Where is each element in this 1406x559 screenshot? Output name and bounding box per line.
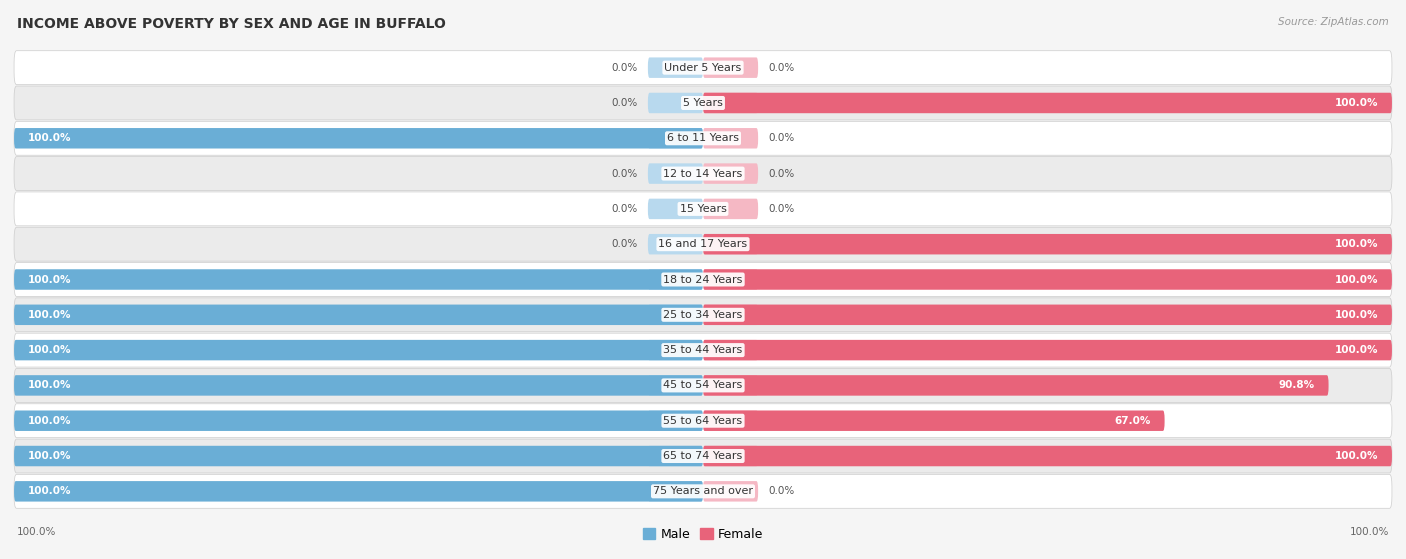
- FancyBboxPatch shape: [14, 340, 703, 361]
- Text: 100.0%: 100.0%: [28, 416, 72, 426]
- FancyBboxPatch shape: [703, 234, 1392, 254]
- FancyBboxPatch shape: [703, 340, 1392, 361]
- Text: 16 and 17 Years: 16 and 17 Years: [658, 239, 748, 249]
- FancyBboxPatch shape: [14, 192, 1392, 226]
- FancyBboxPatch shape: [648, 234, 703, 254]
- Text: 5 Years: 5 Years: [683, 98, 723, 108]
- FancyBboxPatch shape: [14, 375, 703, 396]
- FancyBboxPatch shape: [703, 446, 1392, 466]
- FancyBboxPatch shape: [703, 128, 758, 149]
- Text: 25 to 34 Years: 25 to 34 Years: [664, 310, 742, 320]
- FancyBboxPatch shape: [648, 58, 703, 78]
- FancyBboxPatch shape: [14, 475, 1392, 508]
- FancyBboxPatch shape: [14, 481, 703, 501]
- FancyBboxPatch shape: [648, 163, 703, 184]
- Text: 67.0%: 67.0%: [1115, 416, 1152, 426]
- FancyBboxPatch shape: [703, 163, 758, 184]
- FancyBboxPatch shape: [14, 263, 1392, 296]
- FancyBboxPatch shape: [703, 93, 1392, 113]
- FancyBboxPatch shape: [703, 234, 758, 254]
- Text: 0.0%: 0.0%: [769, 486, 794, 496]
- Text: Source: ZipAtlas.com: Source: ZipAtlas.com: [1278, 17, 1389, 27]
- FancyBboxPatch shape: [703, 93, 758, 113]
- FancyBboxPatch shape: [14, 305, 703, 325]
- FancyBboxPatch shape: [14, 86, 1392, 120]
- Text: 100.0%: 100.0%: [28, 274, 72, 285]
- Text: 100.0%: 100.0%: [28, 451, 72, 461]
- FancyBboxPatch shape: [14, 51, 1392, 84]
- FancyBboxPatch shape: [14, 410, 703, 431]
- Text: 100.0%: 100.0%: [28, 486, 72, 496]
- Text: 100.0%: 100.0%: [1334, 310, 1378, 320]
- Text: 100.0%: 100.0%: [1334, 239, 1378, 249]
- Text: 0.0%: 0.0%: [612, 169, 637, 178]
- FancyBboxPatch shape: [703, 269, 1392, 290]
- FancyBboxPatch shape: [14, 121, 1392, 155]
- Text: 0.0%: 0.0%: [612, 63, 637, 73]
- FancyBboxPatch shape: [703, 446, 758, 466]
- FancyBboxPatch shape: [14, 439, 1392, 473]
- Text: 65 to 74 Years: 65 to 74 Years: [664, 451, 742, 461]
- Text: 45 to 54 Years: 45 to 54 Years: [664, 381, 742, 390]
- Text: 18 to 24 Years: 18 to 24 Years: [664, 274, 742, 285]
- FancyBboxPatch shape: [14, 404, 1392, 438]
- Text: 90.8%: 90.8%: [1278, 381, 1315, 390]
- FancyBboxPatch shape: [648, 198, 703, 219]
- FancyBboxPatch shape: [703, 481, 758, 501]
- Text: 100.0%: 100.0%: [28, 133, 72, 143]
- FancyBboxPatch shape: [648, 93, 703, 113]
- FancyBboxPatch shape: [14, 368, 1392, 402]
- FancyBboxPatch shape: [703, 340, 758, 361]
- FancyBboxPatch shape: [703, 305, 1392, 325]
- Text: 0.0%: 0.0%: [769, 204, 794, 214]
- Text: 0.0%: 0.0%: [612, 204, 637, 214]
- FancyBboxPatch shape: [14, 269, 703, 290]
- Text: 0.0%: 0.0%: [612, 239, 637, 249]
- Text: 0.0%: 0.0%: [769, 63, 794, 73]
- Text: 100.0%: 100.0%: [17, 527, 56, 537]
- FancyBboxPatch shape: [703, 58, 758, 78]
- Text: 0.0%: 0.0%: [612, 98, 637, 108]
- FancyBboxPatch shape: [703, 410, 1164, 431]
- FancyBboxPatch shape: [648, 269, 703, 290]
- Text: 12 to 14 Years: 12 to 14 Years: [664, 169, 742, 178]
- FancyBboxPatch shape: [648, 446, 703, 466]
- Text: 15 Years: 15 Years: [679, 204, 727, 214]
- FancyBboxPatch shape: [648, 481, 703, 501]
- FancyBboxPatch shape: [703, 305, 758, 325]
- Text: 0.0%: 0.0%: [769, 169, 794, 178]
- Legend: Male, Female: Male, Female: [643, 528, 763, 541]
- FancyBboxPatch shape: [14, 157, 1392, 191]
- FancyBboxPatch shape: [648, 340, 703, 361]
- Text: 100.0%: 100.0%: [1334, 451, 1378, 461]
- FancyBboxPatch shape: [14, 446, 703, 466]
- Text: 55 to 64 Years: 55 to 64 Years: [664, 416, 742, 426]
- FancyBboxPatch shape: [648, 375, 703, 396]
- Text: 100.0%: 100.0%: [28, 310, 72, 320]
- FancyBboxPatch shape: [14, 128, 703, 149]
- Text: 100.0%: 100.0%: [28, 381, 72, 390]
- Text: 100.0%: 100.0%: [28, 345, 72, 355]
- Text: 35 to 44 Years: 35 to 44 Years: [664, 345, 742, 355]
- FancyBboxPatch shape: [14, 333, 1392, 367]
- Text: 100.0%: 100.0%: [1350, 527, 1389, 537]
- Text: 0.0%: 0.0%: [769, 133, 794, 143]
- FancyBboxPatch shape: [703, 410, 758, 431]
- Text: INCOME ABOVE POVERTY BY SEX AND AGE IN BUFFALO: INCOME ABOVE POVERTY BY SEX AND AGE IN B…: [17, 17, 446, 31]
- Text: 75 Years and over: 75 Years and over: [652, 486, 754, 496]
- Text: 100.0%: 100.0%: [1334, 345, 1378, 355]
- Text: 6 to 11 Years: 6 to 11 Years: [666, 133, 740, 143]
- Text: 100.0%: 100.0%: [1334, 274, 1378, 285]
- FancyBboxPatch shape: [648, 305, 703, 325]
- FancyBboxPatch shape: [703, 269, 758, 290]
- FancyBboxPatch shape: [648, 410, 703, 431]
- FancyBboxPatch shape: [14, 228, 1392, 261]
- FancyBboxPatch shape: [703, 375, 758, 396]
- FancyBboxPatch shape: [703, 198, 758, 219]
- Text: Under 5 Years: Under 5 Years: [665, 63, 741, 73]
- FancyBboxPatch shape: [648, 128, 703, 149]
- Text: 100.0%: 100.0%: [1334, 98, 1378, 108]
- FancyBboxPatch shape: [14, 298, 1392, 331]
- FancyBboxPatch shape: [703, 375, 1329, 396]
